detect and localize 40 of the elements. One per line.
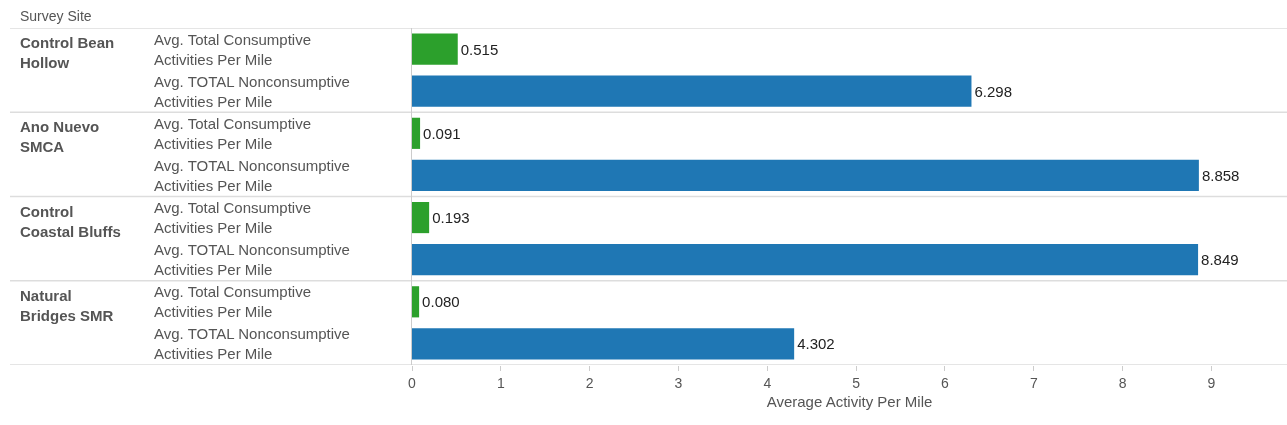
data-label: 6.298 — [974, 82, 1013, 100]
data-label: 8.858 — [1201, 166, 1240, 184]
data-label: 8.849 — [1201, 251, 1239, 269]
x-tick-label: 1 — [496, 374, 505, 391]
x-tick-label: 3 — [674, 374, 683, 391]
bar — [412, 244, 1199, 276]
y-tick-label: Avg. Total Consumptive Activities Per Mile — [154, 31, 312, 68]
y-tick-label: Avg. TOTAL Nonconsumptive Activities Per Mile — [154, 241, 350, 278]
y-tick-label: Avg. Total Consumptive Activities Per Mile — [154, 115, 312, 152]
bar — [412, 201, 430, 234]
x-axis-title: Average Activity Per Mile — [766, 392, 933, 410]
y-tick-label: Avg. TOTAL Nonconsumptive Activities Per Mile — [154, 325, 350, 362]
x-tick-label: 6 — [941, 374, 950, 391]
y-tick-label: Avg. Total Consumptive Activities Per Mile — [154, 283, 312, 320]
x-tick-label: 2 — [585, 374, 594, 391]
y-tick-label: Avg. Total Consumptive Activities Per Mile — [154, 199, 312, 236]
text: Ano Nuevo SMCA — [20, 118, 100, 155]
data-label: 4.302 — [797, 335, 835, 353]
x-tick-label: 9 — [1207, 374, 1216, 391]
bar — [412, 117, 421, 149]
bar — [412, 33, 458, 65]
data-label: 0.515 — [460, 40, 499, 58]
y-tick-label: Avg. TOTAL Nonconsumptive Activities Per Mile — [154, 73, 350, 110]
text: Control Coastal Bluffs — [20, 203, 121, 240]
text: Control Bean Hollow — [20, 34, 115, 71]
data-label: 0.080 — [422, 293, 460, 311]
bar — [412, 286, 420, 318]
bar — [412, 75, 972, 107]
data-label: 0.193 — [432, 209, 470, 227]
x-tick-label: 5 — [852, 374, 861, 391]
y-axis-title: Survey Site — [20, 8, 92, 24]
text: Natural Bridges SMR — [20, 287, 114, 324]
y-tick-label: Avg. TOTAL Nonconsumptive Activities Per Mile — [154, 157, 350, 194]
x-tick-label: 8 — [1118, 374, 1127, 391]
x-tick-label: 0 — [408, 374, 417, 391]
data-label: 0.091 — [423, 124, 461, 142]
bar — [412, 328, 795, 360]
x-tick-label: 4 — [763, 374, 772, 391]
bar — [412, 159, 1199, 192]
x-tick-label: 7 — [1029, 374, 1038, 391]
